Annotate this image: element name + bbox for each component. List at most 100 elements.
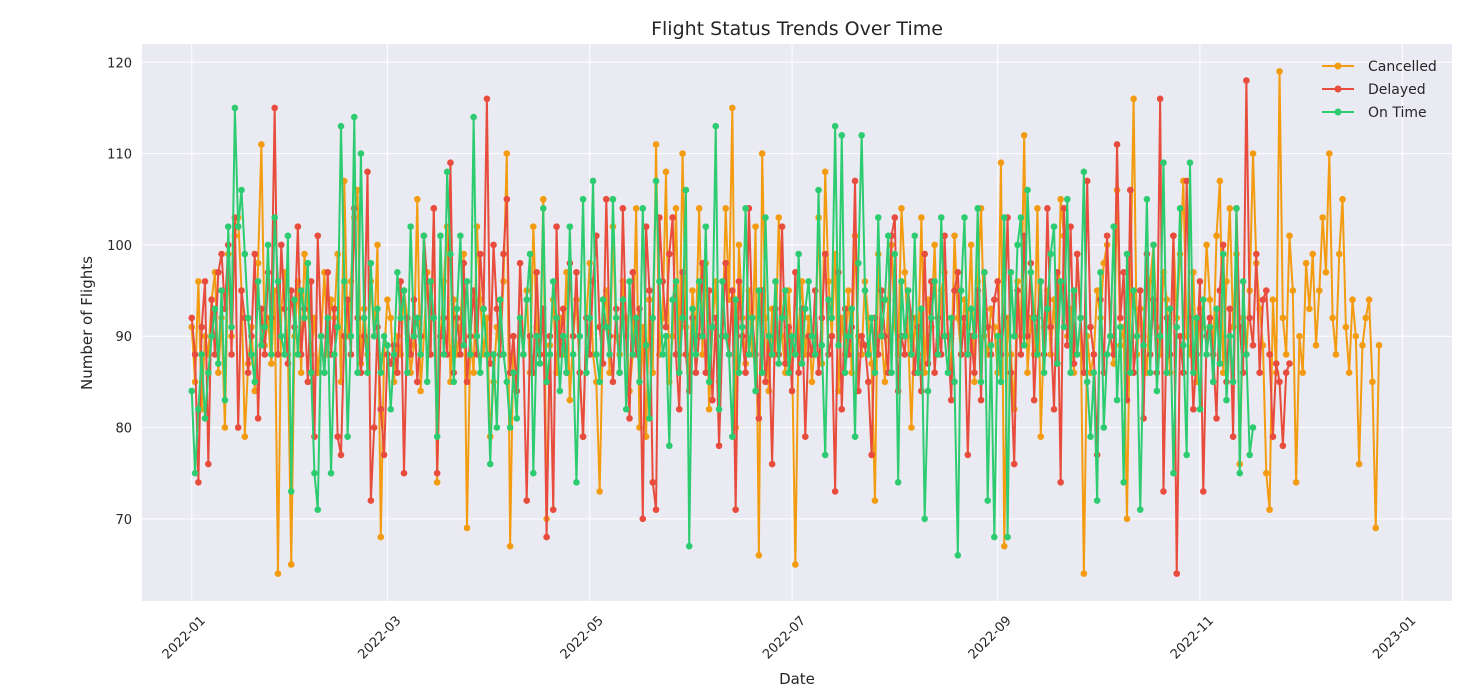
data-point (785, 369, 793, 377)
data-point (500, 351, 507, 358)
data-point (543, 378, 550, 386)
data-point (1163, 369, 1171, 377)
data-point (792, 561, 799, 568)
data-point (1070, 360, 1078, 367)
data-point (1117, 314, 1124, 322)
data-point (964, 451, 972, 459)
data-point (1213, 305, 1220, 313)
data-point (795, 369, 802, 377)
data-point (603, 195, 610, 203)
data-point (1196, 278, 1204, 285)
data-point (1176, 205, 1184, 212)
y-axis-label: Number of Flights (78, 256, 96, 390)
data-point (622, 405, 630, 413)
data-point (735, 369, 743, 377)
data-point (1176, 332, 1184, 340)
data-point (1173, 323, 1181, 331)
data-point (539, 195, 547, 203)
data-point (1276, 68, 1283, 75)
data-point (931, 369, 938, 377)
data-point (845, 332, 852, 340)
data-point (981, 268, 988, 276)
data-point (1226, 332, 1234, 340)
data-point (1000, 542, 1008, 550)
data-point (208, 296, 215, 303)
data-point (987, 342, 995, 349)
data-point (1309, 250, 1317, 258)
data-point (1296, 332, 1303, 340)
data-point (377, 369, 385, 377)
data-point (413, 314, 421, 322)
data-point (931, 241, 938, 249)
data-point (662, 323, 670, 331)
data-point (556, 387, 564, 395)
data-point (1335, 250, 1343, 258)
data-point (868, 314, 875, 322)
data-point (745, 351, 753, 358)
data-point (699, 332, 706, 340)
data-point (566, 396, 574, 404)
data-point (719, 278, 726, 285)
data-point (1256, 369, 1263, 377)
x-tick-label: 2022-11 (1168, 613, 1217, 662)
data-point (828, 332, 836, 340)
data-point (738, 323, 746, 331)
x-tick-label: 2022-03 (355, 613, 404, 662)
data-point (1080, 369, 1088, 377)
data-point (228, 351, 235, 358)
data-point (500, 250, 507, 258)
data-point (788, 332, 796, 340)
data-point (221, 396, 229, 404)
data-point (241, 250, 249, 258)
data-point (725, 351, 733, 358)
data-point (1325, 150, 1333, 157)
data-point (609, 195, 617, 203)
data-point (1083, 378, 1091, 386)
data-point (188, 387, 196, 395)
data-point (506, 424, 514, 431)
data-point (666, 442, 673, 450)
data-point (510, 369, 517, 377)
data-point (350, 113, 358, 121)
data-point (460, 342, 468, 349)
data-point (825, 296, 832, 303)
data-point (815, 369, 822, 377)
data-point (1286, 232, 1293, 240)
data-point (775, 214, 783, 221)
data-point (307, 369, 315, 377)
data-point (977, 396, 985, 404)
data-point (384, 296, 391, 303)
data-point (772, 278, 779, 285)
data-point (251, 250, 259, 258)
data-point (460, 250, 468, 258)
data-point (1156, 332, 1164, 340)
data-point (1199, 488, 1207, 495)
data-point (271, 104, 278, 112)
series-layer (188, 68, 1383, 577)
data-point (437, 232, 444, 240)
data-point (523, 497, 531, 504)
data-point (523, 296, 531, 303)
data-point (1226, 205, 1234, 212)
data-point (1047, 250, 1055, 258)
data-point (755, 552, 763, 559)
data-point (503, 378, 511, 386)
data-point (1233, 205, 1240, 212)
data-point (742, 369, 749, 377)
data-point (603, 323, 610, 331)
data-point (1063, 195, 1071, 203)
data-point (1249, 150, 1257, 157)
data-point (672, 205, 680, 212)
legend-label: Cancelled (1368, 59, 1437, 75)
x-tick-label: 2022-05 (558, 613, 607, 662)
data-point (937, 214, 945, 221)
data-point (367, 259, 375, 267)
data-point (510, 332, 517, 340)
data-point (1047, 323, 1055, 331)
data-point (1127, 186, 1134, 194)
data-point (782, 287, 789, 294)
data-point (324, 314, 332, 322)
data-point (838, 405, 846, 413)
data-point (1190, 405, 1197, 413)
x-tick-label: 2023-01 (1370, 613, 1419, 662)
